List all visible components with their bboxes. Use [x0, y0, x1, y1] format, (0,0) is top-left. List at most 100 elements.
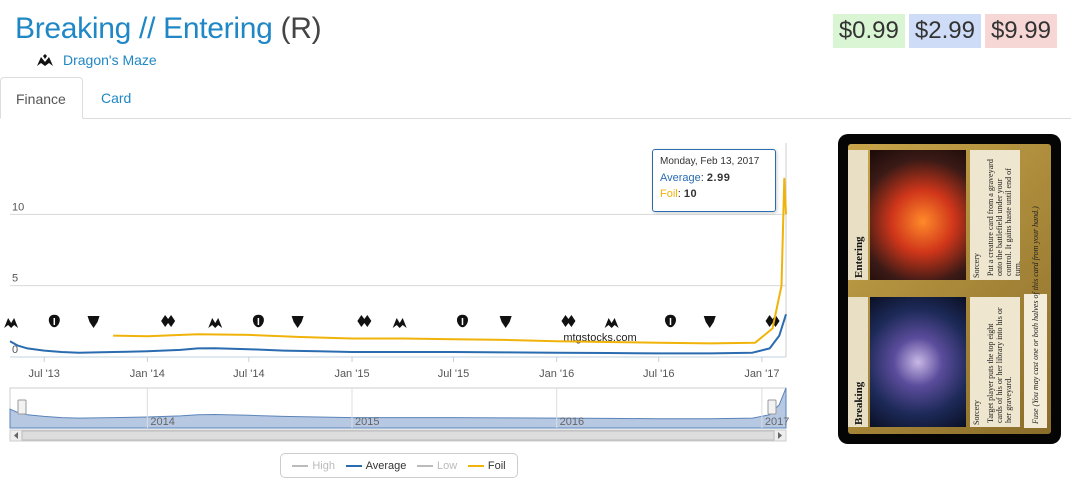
set-icon-shape — [765, 315, 780, 327]
price-badges: $0.99 $2.99 $9.99 — [832, 14, 1057, 48]
set-icon-shape — [251, 313, 266, 329]
x-tick-label: Jan '15 — [334, 368, 369, 380]
series-line-foil — [113, 177, 787, 345]
eldritch-moon-set-icon — [663, 313, 678, 329]
y-tick-label: 0 — [12, 344, 18, 356]
navigator-tick-label: 2014 — [150, 416, 174, 428]
x-tick-label: Jan '17 — [744, 368, 779, 380]
navigator-scrollbar-thumb[interactable] — [21, 430, 775, 441]
card-half-entering: Entering Sorcery Put a creature card fro… — [848, 144, 1051, 287]
card-fuse-text: Fuse (You may cast one or both halves of… — [1031, 206, 1040, 424]
set-icon-shape — [291, 316, 304, 328]
tab-finance[interactable]: Finance — [0, 77, 83, 119]
set-icon-shape — [87, 316, 100, 328]
legend-item-average[interactable]: Average — [345, 459, 407, 472]
series-line-average — [9, 313, 787, 355]
x-tick-label: Jul '14 — [233, 368, 264, 380]
price-high-badge: $9.99 — [984, 14, 1057, 48]
fate-reforged-set-icon — [357, 315, 372, 327]
navigator-tick-label: 2015 — [355, 416, 379, 428]
set-icon-shape — [4, 318, 19, 328]
card-name-bar: Entering — [848, 150, 868, 280]
legend-label-foil: Foil — [487, 459, 506, 472]
dragons-maze-set-icon — [37, 54, 53, 66]
legend-item-high[interactable]: High — [292, 460, 335, 472]
card-image: Entering Sorcery Put a creature card fro… — [838, 134, 1061, 444]
born-of-the-gods-set-icon — [161, 315, 176, 327]
tooltip-foil-value: 10 — [683, 188, 698, 200]
set-icon-shape — [703, 316, 716, 328]
dragons-maze-set-icon — [4, 318, 19, 328]
card-rules-line: Target player puts the top eight cards o… — [986, 307, 1013, 423]
navigator-right-handle[interactable] — [767, 399, 777, 415]
navigator-tick-label: 2016 — [560, 416, 584, 428]
tooltip-foil-row: Foil: 10 — [660, 188, 698, 200]
scroll-right-arrow-icon[interactable] — [778, 432, 782, 439]
card-art-entering — [870, 150, 966, 280]
dragons-of-tarkir-set-icon — [392, 318, 407, 328]
chart-legend: High Average Low Foil — [280, 453, 518, 478]
price-foil-badge: $2.99 — [908, 14, 981, 48]
card-half-name: Entering — [853, 236, 865, 278]
legend-item-low[interactable]: Low — [417, 460, 457, 472]
magic-origins-set-icon — [455, 313, 470, 329]
card-rules-line: Put a creature card from a graveyard ont… — [986, 159, 1022, 276]
price-normal-badge: $0.99 — [832, 14, 905, 48]
kaladesh-set-icon — [703, 316, 716, 328]
legend-swatch-average — [345, 464, 362, 467]
set-icon-shape — [499, 316, 512, 328]
legend-swatch-high — [292, 464, 309, 467]
set-icon-shape — [392, 318, 407, 328]
card-type-line: Sorcery — [972, 400, 981, 425]
card-name: Breaking // Entering — [15, 12, 273, 45]
set-icon-shape — [161, 315, 176, 327]
card-type-line: Sorcery — [972, 253, 981, 278]
legend-swatch-foil — [467, 464, 484, 467]
card-half-breaking: Breaking Sorcery Target player puts the … — [848, 291, 1051, 434]
set-icon-shape — [208, 318, 223, 328]
set-row: Dragon's Maze — [36, 51, 157, 69]
aether-revolt-set-icon — [765, 315, 780, 327]
legend-label-low: Low — [437, 459, 458, 472]
scroll-left-arrow-icon[interactable] — [14, 432, 18, 439]
navigator-left-handle[interactable] — [17, 399, 27, 415]
x-tick-label: Jan '14 — [130, 368, 165, 380]
battle-for-zendikar-set-icon — [499, 316, 512, 328]
y-tick-label: 10 — [12, 201, 24, 213]
khans-set-icon — [291, 316, 304, 328]
card-rules-text: Sorcery Put a creature card from a grave… — [970, 150, 1022, 280]
x-tick-label: Jul '13 — [28, 368, 59, 380]
card-title: Breaking // Entering (R) — [15, 12, 322, 46]
card-rarity: (R) — [280, 12, 322, 45]
tooltip-average-label: Average — [660, 172, 701, 184]
set-icon-shape — [604, 318, 619, 328]
oath-of-the-gatewatch-set-icon — [561, 315, 576, 327]
set-icon-shape — [455, 313, 470, 329]
tooltip-average-value: 2.99 — [706, 172, 731, 184]
m15-set-icon — [251, 313, 266, 329]
card-fuse-strip: Fuse (You may cast one or both halves of… — [1024, 206, 1047, 428]
card-half-name: Breaking — [853, 381, 865, 425]
x-tick-label: Jul '15 — [438, 368, 469, 380]
set-link[interactable]: Dragon's Maze — [63, 52, 157, 68]
navigator-tick-label: 2017 — [765, 416, 789, 428]
y-tick-label: 5 — [12, 273, 18, 285]
shadows-over-innistrad-set-icon — [604, 318, 619, 328]
set-icon-shape — [357, 315, 372, 327]
tooltip-foil-label: Foil — [660, 188, 678, 200]
tab-bar: Finance Card — [0, 77, 1071, 119]
tab-card[interactable]: Card — [101, 90, 132, 106]
chart-tooltip: Monday, Feb 13, 2017 Average: 2.99 Foil:… — [652, 149, 776, 212]
m14-set-icon — [47, 313, 62, 329]
legend-label-high: High — [312, 459, 335, 472]
legend-item-foil[interactable]: Foil — [467, 459, 506, 472]
legend-swatch-low — [417, 464, 434, 467]
card-art-breaking — [870, 297, 966, 427]
x-tick-label: Jul '16 — [643, 368, 674, 380]
card-name-bar: Breaking — [848, 297, 868, 427]
x-tick-label: Jan '16 — [539, 368, 574, 380]
set-icon-shape — [561, 315, 576, 327]
tooltip-average-row: Average: 2.99 — [660, 172, 731, 184]
legend-label-average: Average — [365, 459, 407, 472]
set-icon-shape — [663, 313, 678, 329]
